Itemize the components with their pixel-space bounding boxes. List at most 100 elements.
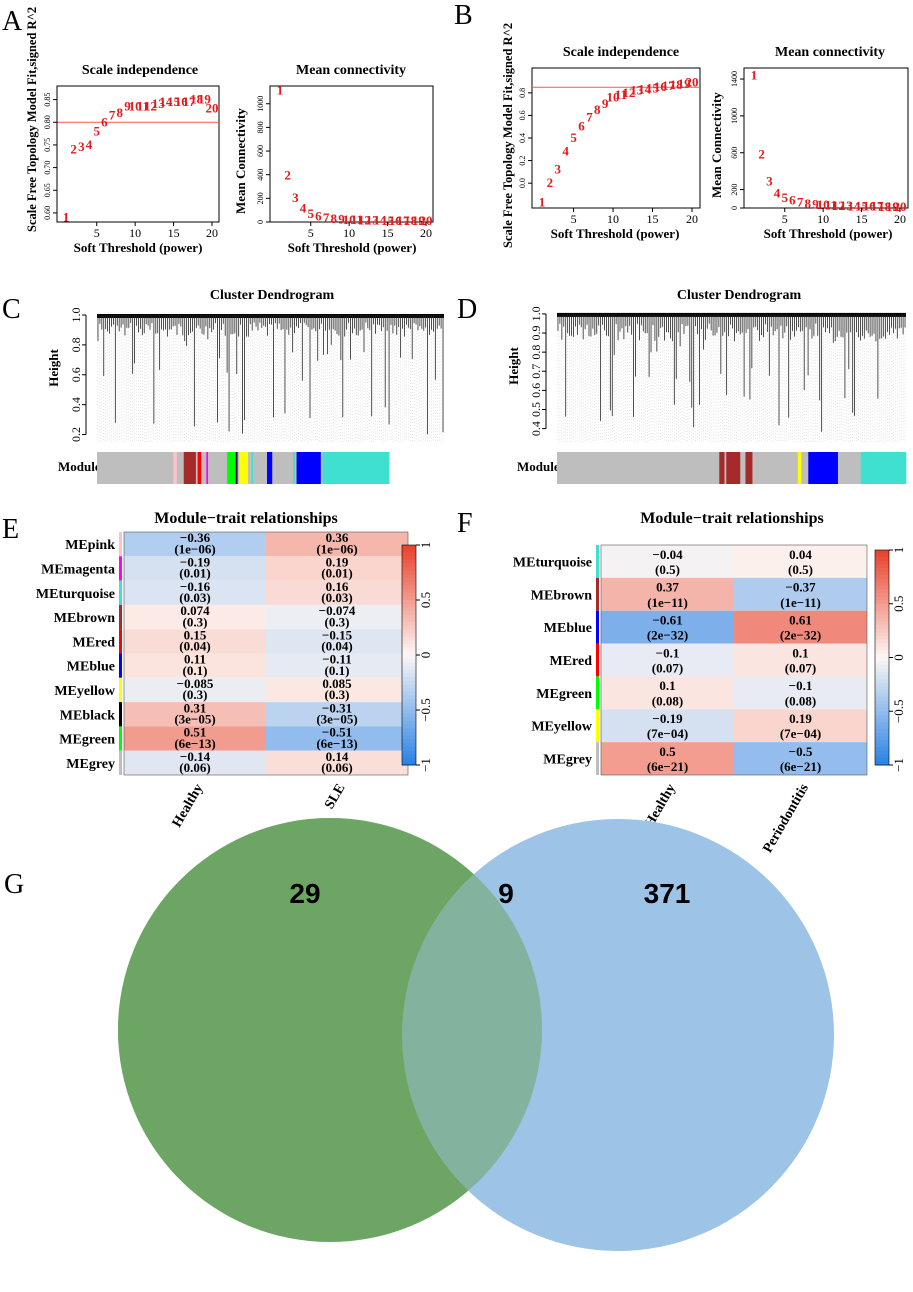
row-label: MEgreen: [59, 733, 115, 748]
x-tick-label: 5: [308, 226, 314, 240]
module-color-segment: [195, 452, 198, 484]
module-color-segment: [247, 452, 252, 484]
y-tick-label: 0.0: [518, 178, 527, 188]
y-tick-label: 0.6: [518, 110, 527, 120]
module-color-segment: [97, 452, 174, 484]
heatmap-cell: [601, 545, 734, 578]
heatmap-cell: [124, 604, 266, 630]
cell-pvalue: (0.3): [183, 687, 208, 702]
legend-gradient-step: [875, 653, 889, 658]
heatmap-cell: [266, 580, 408, 605]
heatmap-cell: [124, 580, 266, 605]
legend-gradient-step: [402, 750, 416, 755]
cell-value: 0.61: [789, 613, 812, 628]
legend-gradient-step: [875, 679, 889, 684]
cell-pvalue: (3e−05): [174, 711, 215, 726]
data-point-label: 16: [389, 213, 403, 228]
heatmap-cell: [601, 676, 734, 710]
data-point-label: 3: [766, 173, 773, 188]
axes: 0.2 0.4 0.6 0.8 1.0: [69, 307, 87, 442]
data-point-label: 15: [381, 213, 395, 228]
chart-title: Cluster Dendrogram: [210, 288, 335, 303]
legend-gradient-step: [402, 607, 416, 612]
legend-gradient-step: [875, 704, 889, 709]
data-point-label: 1: [63, 209, 70, 224]
chart-title: Module−trait relationships: [640, 510, 824, 527]
legend-gradient-step: [402, 728, 416, 733]
row-swatch: [596, 742, 599, 775]
heatmap-cell: [124, 532, 266, 557]
cell-pvalue: (1e−06): [174, 541, 215, 556]
legend-gradient-step: [402, 677, 416, 682]
data-point-label: 11: [351, 212, 363, 227]
heatmap-cell: [124, 702, 266, 727]
legend-gradient-step: [402, 721, 416, 726]
data-point-label: 9: [338, 212, 345, 227]
legend-gradient-step: [402, 688, 416, 693]
panel-f-heatmap: Module−trait relationships MEturquoise −0…: [513, 510, 906, 856]
cell-pvalue: (0.01): [179, 566, 210, 581]
cell-pvalue: (0.04): [321, 639, 352, 654]
module-color-segment: [296, 452, 322, 484]
legend-gradient-step: [875, 618, 889, 623]
x-tick-label: 5: [571, 212, 577, 226]
x-tick-label: 10: [817, 212, 829, 226]
legend-gradient-step: [402, 673, 416, 678]
cell-value: 0.36: [326, 530, 349, 545]
data-point-label: 3: [292, 190, 299, 205]
legend-tick-label: 0.5: [891, 596, 906, 612]
row-swatch: [119, 532, 122, 557]
legend-gradient-step: [875, 614, 889, 619]
heatmap-cell: [124, 653, 266, 678]
dendrogram-top-merge: [557, 312, 906, 317]
data-point-label: 20: [206, 101, 219, 116]
cell-value: −0.15: [322, 627, 353, 642]
legend-gradient-step: [875, 761, 889, 766]
cell-value: −0.37: [785, 580, 816, 595]
module-color-segment: [294, 452, 297, 484]
cell-value: −0.1: [789, 678, 813, 693]
data-point-label: 16: [175, 94, 189, 109]
row-swatch: [119, 629, 122, 654]
heatmap-cell: [734, 742, 867, 775]
legend-gradient-step: [875, 686, 889, 691]
legend-gradient-step: [875, 610, 889, 615]
module-color-segment: [201, 452, 207, 484]
cell-pvalue: (0.3): [325, 687, 350, 702]
data-point-label: 7: [109, 107, 116, 122]
legend-gradient-step: [875, 725, 889, 730]
heatmap-cell: [266, 726, 408, 751]
y-tick-label: 0.6: [69, 367, 83, 382]
row-label: MEmagenta: [41, 562, 115, 577]
panel-e-heatmap: Module−trait relationships MEpink−0.36(1…: [36, 510, 433, 830]
y-tick-label: 1.0: [529, 306, 543, 321]
legend-gradient-step: [402, 702, 416, 707]
data-point-label: 5: [781, 190, 788, 205]
row-label: MEgreen: [536, 687, 592, 702]
cell-pvalue: (7e−04): [647, 726, 688, 741]
y-tick-label: 0.6: [529, 383, 543, 398]
cell-value: 0.04: [789, 547, 812, 562]
heatmap-cells: MEpink−0.36(1e−06)0.36(1e−06)MEmagenta−0…: [36, 530, 409, 830]
y-tick-label: 0.7: [529, 364, 543, 379]
y-tick-label: 0.60: [43, 206, 52, 220]
heatmap-cell: [734, 709, 867, 743]
cell-pvalue: (0.07): [652, 660, 683, 675]
data-point-label: 2: [70, 141, 77, 156]
cell-pvalue: (1e−11): [647, 595, 688, 610]
row-swatch: [596, 709, 599, 743]
legend-gradient-step: [875, 593, 889, 598]
data-point-label: 6: [101, 114, 108, 129]
cell-value: 0.31: [184, 700, 207, 715]
y-tick-label: 800: [256, 121, 265, 133]
row-label: MEgrey: [543, 753, 592, 768]
x-tick-label: 15: [647, 212, 659, 226]
legend-gradient-step: [875, 722, 889, 727]
cell-pvalue: (0.03): [179, 590, 210, 605]
x-tick-label: 10: [607, 212, 619, 226]
y-tick-label: 200: [730, 184, 739, 196]
data-point-label: 18: [670, 77, 684, 92]
data-point-label: 2: [758, 147, 765, 162]
cell-value: 0.51: [184, 725, 207, 740]
venn-intersection-count: 9: [498, 878, 514, 909]
